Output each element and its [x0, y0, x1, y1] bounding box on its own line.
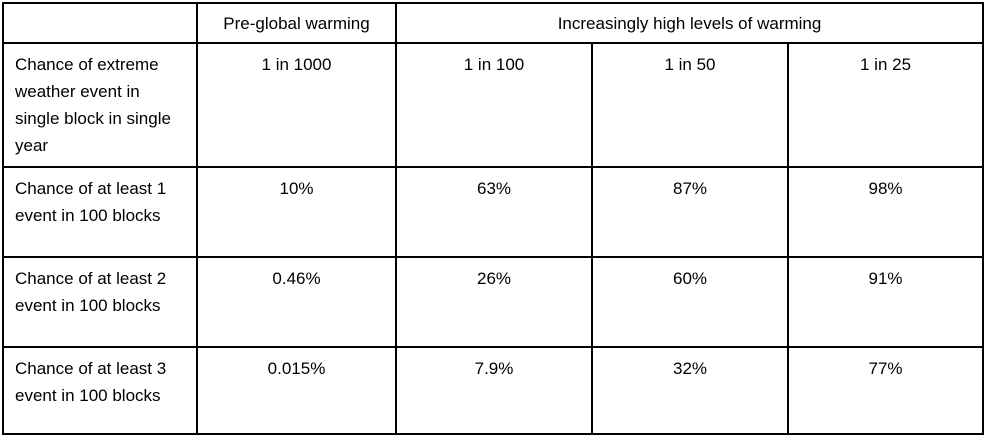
value-cell: 77% — [786, 346, 984, 435]
value-cell: 87% — [591, 166, 789, 258]
value-cell: 1 in 50 — [591, 42, 789, 168]
value-cell: 63% — [395, 166, 593, 258]
value-cell: 32% — [591, 346, 789, 435]
value-cell: 26% — [395, 256, 593, 348]
table-row: Chance of at least 2 event in 100 blocks… — [2, 256, 984, 348]
value-cell: 60% — [591, 256, 789, 348]
table-row: Chance of at least 1 event in 100 blocks… — [2, 166, 984, 258]
row-label-at-least-2-event: Chance of at least 2 event in 100 blocks — [2, 256, 198, 348]
col-header-pre-global-warming: Pre-global warming — [196, 2, 397, 44]
value-cell: 10% — [196, 166, 397, 258]
row-label-at-least-3-event: Chance of at least 3 event in 100 blocks — [2, 346, 198, 435]
row-label-at-least-1-event: Chance of at least 1 event in 100 blocks — [2, 166, 198, 258]
value-cell: 0.46% — [196, 256, 397, 348]
value-cell: 1 in 1000 — [196, 42, 397, 168]
value-cell: 7.9% — [395, 346, 593, 435]
value-cell: 91% — [786, 256, 984, 348]
col-header-warming-levels: Increasingly high levels of warming — [394, 2, 984, 44]
value-cell: 1 in 100 — [395, 42, 593, 168]
table-row: Chance of extreme weather event in singl… — [2, 42, 984, 168]
value-cell: 1 in 25 — [786, 42, 984, 168]
row-label-extreme-event-chance: Chance of extreme weather event in singl… — [2, 42, 198, 168]
header-row: Pre-global warming Increasingly high lev… — [2, 2, 984, 44]
value-cell: 98% — [786, 166, 984, 258]
value-cell: 0.015% — [196, 346, 397, 435]
corner-cell — [2, 2, 198, 44]
table-row: Chance of at least 3 event in 100 blocks… — [2, 346, 984, 435]
